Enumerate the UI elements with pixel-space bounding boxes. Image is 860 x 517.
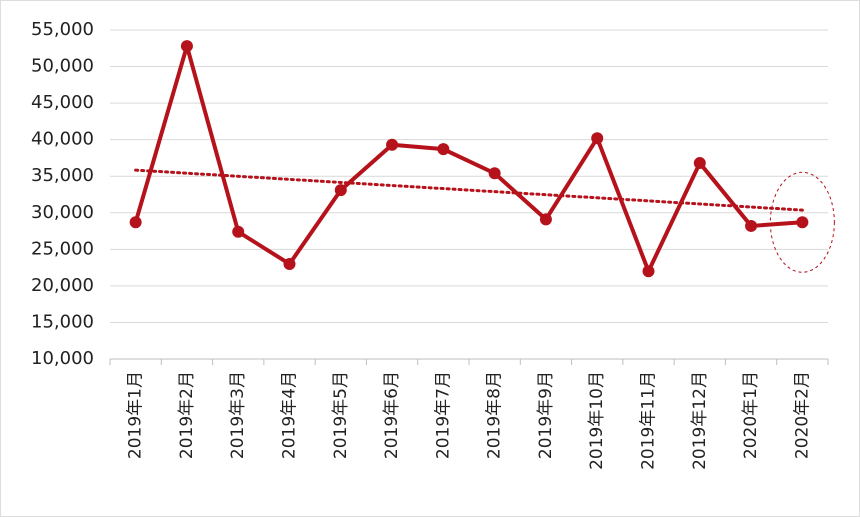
trend-line	[134, 168, 804, 212]
y-tick-label: 45,000	[31, 92, 94, 113]
x-tick-label: 2020年1月	[741, 371, 761, 459]
data-point	[693, 157, 706, 170]
y-tick-label: 20,000	[31, 275, 94, 296]
data-point	[386, 138, 399, 151]
y-tick-label: 55,000	[31, 19, 94, 40]
data-line	[133, 44, 803, 274]
data-point	[796, 216, 809, 229]
data-point	[488, 167, 501, 180]
data-point	[334, 184, 347, 197]
x-tick-label: 2019年9月	[536, 371, 556, 459]
x-tick-label: 2019年2月	[177, 371, 197, 459]
y-tick-label: 30,000	[31, 202, 94, 223]
x-tick-label: 2019年6月	[382, 371, 402, 459]
x-tick-label: 2019年3月	[228, 371, 248, 459]
data-point	[539, 213, 552, 226]
data-point	[745, 219, 758, 232]
data-point	[642, 265, 655, 278]
y-tick-label: 40,000	[31, 129, 94, 150]
y-tick-label: 25,000	[31, 238, 94, 259]
x-tick-label: 2019年10月	[587, 371, 607, 470]
x-tick-label: 2020年2月	[792, 371, 812, 459]
x-tick-label: 2019年11月	[639, 371, 659, 470]
y-tick-label: 35,000	[31, 165, 94, 186]
y-tick-label: 15,000	[31, 311, 94, 332]
data-point	[180, 40, 193, 53]
x-tick-label: 2019年5月	[331, 371, 351, 459]
y-tick-label: 50,000	[31, 56, 94, 77]
x-tick-label: 2019年8月	[485, 371, 505, 459]
x-tick-label: 2019年4月	[280, 371, 300, 459]
x-tick-label: 2019年1月	[126, 371, 146, 459]
data-point	[591, 132, 604, 145]
data-point	[129, 216, 142, 229]
data-point	[283, 257, 296, 270]
x-tick-label: 2019年7月	[433, 371, 453, 459]
data-point	[232, 225, 245, 238]
x-tick-label: 2019年12月	[690, 371, 710, 470]
highlight-ellipse	[769, 171, 835, 273]
data-point	[437, 143, 450, 156]
y-tick-label: 10,000	[31, 348, 94, 369]
